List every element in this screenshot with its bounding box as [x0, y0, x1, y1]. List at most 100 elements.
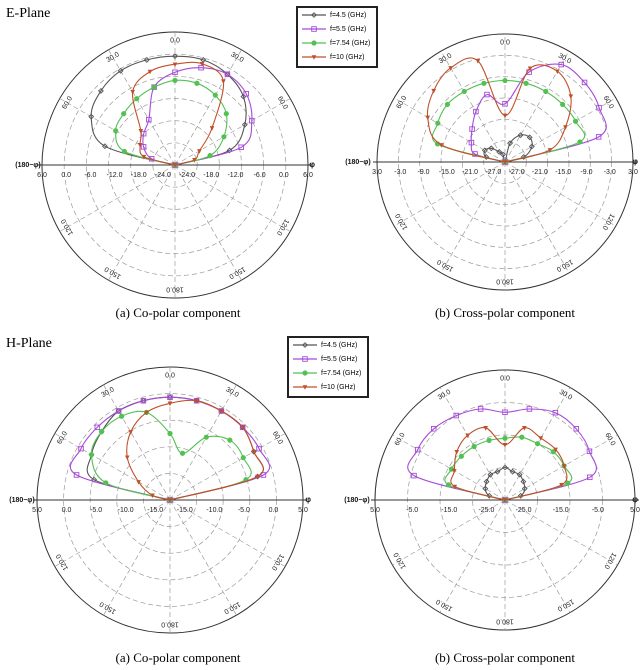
angle-tick-label: 120.0 [601, 212, 616, 231]
data-point [167, 401, 173, 407]
data-point [199, 61, 205, 67]
data-point [167, 430, 173, 437]
data-point [458, 453, 464, 459]
data-point [553, 447, 558, 453]
data-point [172, 53, 178, 60]
grid-spoke [504, 97, 617, 163]
angle-tick-label: 30.0 [100, 386, 115, 399]
angle-tick-label: 150.0 [99, 600, 118, 615]
radial-tick-label: -9.0 [418, 169, 430, 176]
data-point [527, 66, 533, 72]
data-point [595, 134, 602, 140]
legend-item-f4-5: f=4.5 (GHz) [298, 8, 376, 22]
data-point [140, 144, 147, 150]
radial-tick-label: 5.0 [298, 507, 308, 514]
grid-spoke [440, 161, 506, 274]
series-f-7-54 [113, 77, 229, 168]
data-point [115, 408, 122, 414]
data-point [101, 143, 108, 150]
data-point [113, 128, 119, 134]
series-line [126, 399, 264, 501]
grid-spoke [174, 98, 291, 166]
data-point [73, 472, 80, 478]
h-plane-label: H-Plane [6, 336, 52, 351]
grid-spoke [169, 499, 237, 616]
angle-tick-label: 60.0 [271, 430, 284, 445]
data-point [565, 480, 571, 486]
legend-item-f5-5: f=5.5 (GHz) [289, 352, 367, 366]
radial-tick-label: -10.0 [118, 507, 134, 514]
data-point [543, 88, 549, 95]
data-point [573, 426, 579, 432]
data-point [172, 163, 178, 168]
data-point [137, 143, 143, 148]
radial-tick-label: 0.0 [61, 172, 71, 179]
data-point [461, 88, 467, 95]
data-point [502, 77, 508, 84]
angle-tick-label: 180.0 [496, 278, 514, 285]
legend-unit: (GHz) [338, 341, 358, 349]
legend-item-f7-54: f=7.54 (GHz) [289, 366, 367, 380]
grid-spoke [440, 50, 506, 163]
angle-tick-label: 60.0 [276, 95, 289, 110]
data-point [521, 485, 528, 492]
data-point [502, 442, 508, 448]
data-point [167, 394, 173, 400]
data-point [172, 77, 178, 83]
series-line [484, 466, 526, 501]
data-point [411, 472, 417, 479]
data-point [143, 56, 150, 63]
radial-tick-label: -15.0 [177, 507, 193, 514]
data-point [448, 66, 453, 71]
legend-marker [302, 370, 308, 376]
data-point [502, 160, 508, 165]
series-f-5-5 [407, 406, 597, 503]
radial-tick-label: -18.0 [203, 172, 219, 179]
legend-marker [311, 26, 317, 32]
grid-spoke [504, 161, 617, 227]
grid-spoke [392, 434, 506, 501]
radial-tick-label: -24.0 [179, 172, 195, 179]
grid-spoke [169, 384, 237, 501]
data-point [435, 120, 441, 126]
data-point [238, 144, 244, 151]
radial-tick-label: -15.0 [555, 169, 571, 176]
data-point [219, 409, 224, 414]
polar-chart-4: 5.0 -5.0 -15.0 -25.0 -25.0 -15.0 -5.0 5.0 0.0 30.… [344, 369, 640, 631]
legend-swatch [302, 12, 326, 18]
grid-spoke [54, 499, 171, 567]
radial-tick-label: 5.0 [370, 507, 380, 514]
angle-tick-label: 0.0 [500, 40, 510, 47]
legend-item-f7-54: f=7.54 (GHz) [298, 36, 376, 50]
radial-tick-label: 5.0 [32, 507, 42, 514]
legend-item-f4-5: f=4.5 (GHz) [289, 338, 367, 352]
legend-marker [302, 385, 308, 390]
legend-marker [311, 55, 317, 60]
radial-tick-label: -25.0 [478, 507, 494, 514]
data-point [134, 96, 140, 102]
data-point [226, 147, 233, 154]
radial-tick-label: 6.0 [303, 172, 313, 179]
data-point [439, 143, 444, 148]
radial-tick-label: -5.0 [406, 507, 418, 514]
radial-tick-label: -15.0 [553, 507, 569, 514]
data-point [452, 484, 458, 490]
data-point [147, 69, 153, 75]
legend-label: f=7.54 [330, 39, 350, 47]
grid-spoke [174, 164, 242, 281]
data-point [484, 91, 490, 98]
angle-tick-label: 120.0 [270, 553, 285, 572]
angle-tick-label: 30.0 [438, 52, 453, 65]
angle-tick-label: 30.0 [558, 389, 573, 402]
data-point [121, 111, 127, 117]
data-point [141, 154, 147, 160]
series-f-10 [425, 57, 574, 165]
data-point [500, 151, 506, 158]
angle-tick-label: 150.0 [555, 258, 574, 273]
data-point [227, 437, 233, 443]
radial-tick-label: 3.0 [372, 169, 382, 176]
data-point [256, 445, 262, 452]
angle-tick-label: 150.0 [104, 265, 123, 280]
data-point [469, 126, 475, 132]
data-point [596, 104, 602, 111]
